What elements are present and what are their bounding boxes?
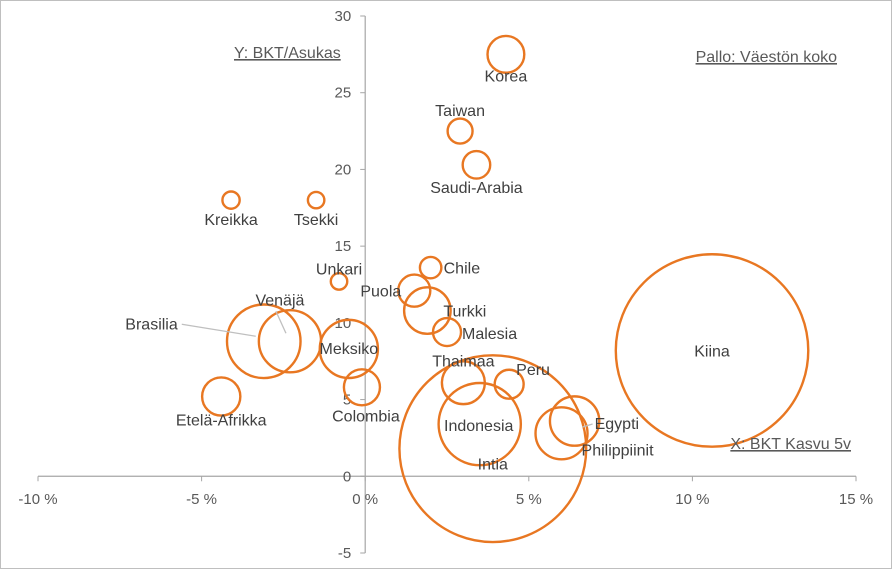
label-turkki: Turkki (443, 304, 486, 321)
bubble-etelä-afrikka (200, 376, 242, 417)
bubble-malesia (431, 316, 463, 348)
bubble-puola (397, 273, 432, 308)
label-egypti: Egypti (595, 416, 639, 433)
x-tick-label: -10 % (18, 491, 57, 508)
x-tick-label: 0 % (352, 491, 378, 508)
label-indonesia: Indonesia (444, 418, 513, 435)
label-colombia: Colombia (332, 408, 400, 425)
y-tick-label: 0 (343, 468, 351, 485)
label-peru: Peru (516, 362, 550, 379)
label-venäjä: Venäjä (255, 292, 304, 309)
bubble-korea (486, 34, 526, 74)
bubble-colombia (342, 368, 382, 407)
bubble-kreikka (221, 190, 241, 210)
bubbles (200, 34, 810, 544)
bubble-turkki (402, 286, 452, 336)
y-tick-label: -5 (338, 545, 351, 562)
leader-lines (181, 310, 593, 428)
x-axis-title: X: BKT Kasvu 5v (730, 436, 851, 453)
size-legend-label: Pallo: Väestön koko (696, 49, 838, 66)
label-thaimaa: Thaimaa (432, 354, 494, 371)
y-tick-label: 5 (343, 392, 351, 409)
label-chile: Chile (444, 261, 481, 278)
y-tick-label: 30 (335, 8, 352, 25)
bubble-venäjä (257, 308, 323, 374)
x-tick-label: 5 % (516, 491, 542, 508)
label-tsekki: Tsekki (294, 212, 338, 229)
bubble-taiwan (446, 117, 474, 145)
x-tick-label: 10 % (675, 491, 709, 508)
point-labels: Korea Taiwan Saudi-Arabia Kreikka Tsekki Unka… (125, 68, 730, 473)
bubble-peru (493, 368, 525, 400)
label-unkari: Unkari (316, 261, 362, 278)
label-taiwan: Taiwan (435, 103, 485, 120)
label-korea: Korea (485, 68, 528, 85)
bubble-brasilia (225, 303, 302, 380)
leader-venaja (275, 310, 287, 334)
bubble-unkari (329, 272, 349, 291)
label-intia: Intia (478, 457, 508, 474)
bubble-thaimaa (440, 360, 487, 406)
label-etelä-afrikka: Etelä-Afrikka (176, 413, 267, 430)
y-tick-label: 20 (335, 161, 352, 178)
bubble-philippiinit (534, 406, 589, 461)
leader-brasilia (181, 323, 256, 337)
bubble-tsekki (306, 190, 326, 210)
label-puola: Puola (360, 284, 401, 301)
bubble-egypti (548, 395, 601, 447)
bubble-meksiko (318, 318, 380, 380)
leader-egypti (582, 423, 593, 428)
label-philippiinit: Philippiinit (582, 442, 655, 459)
label-brasilia: Brasilia (125, 316, 178, 333)
y-axis-title: Y: BKT/Asukas (234, 45, 341, 62)
bubble-intia (398, 354, 588, 544)
x-tick-label: 15 % (839, 491, 873, 508)
label-meksiko: Meksiko (319, 341, 378, 358)
bubble-saudi-arabia (461, 149, 492, 180)
label-kiina: Kiina (694, 343, 730, 360)
y-tick-label: 15 (335, 238, 352, 255)
label-kreikka: Kreikka (204, 212, 257, 229)
bubble-kiina (614, 253, 810, 448)
x-tick-label: -5 % (186, 491, 217, 508)
label-malesia: Malesia (462, 326, 517, 343)
bubble-indonesia (437, 381, 523, 467)
bubble-chile (418, 255, 443, 280)
label-saudi-arabia: Saudi-Arabia (430, 180, 523, 197)
y-tick-label: 25 (335, 85, 352, 102)
